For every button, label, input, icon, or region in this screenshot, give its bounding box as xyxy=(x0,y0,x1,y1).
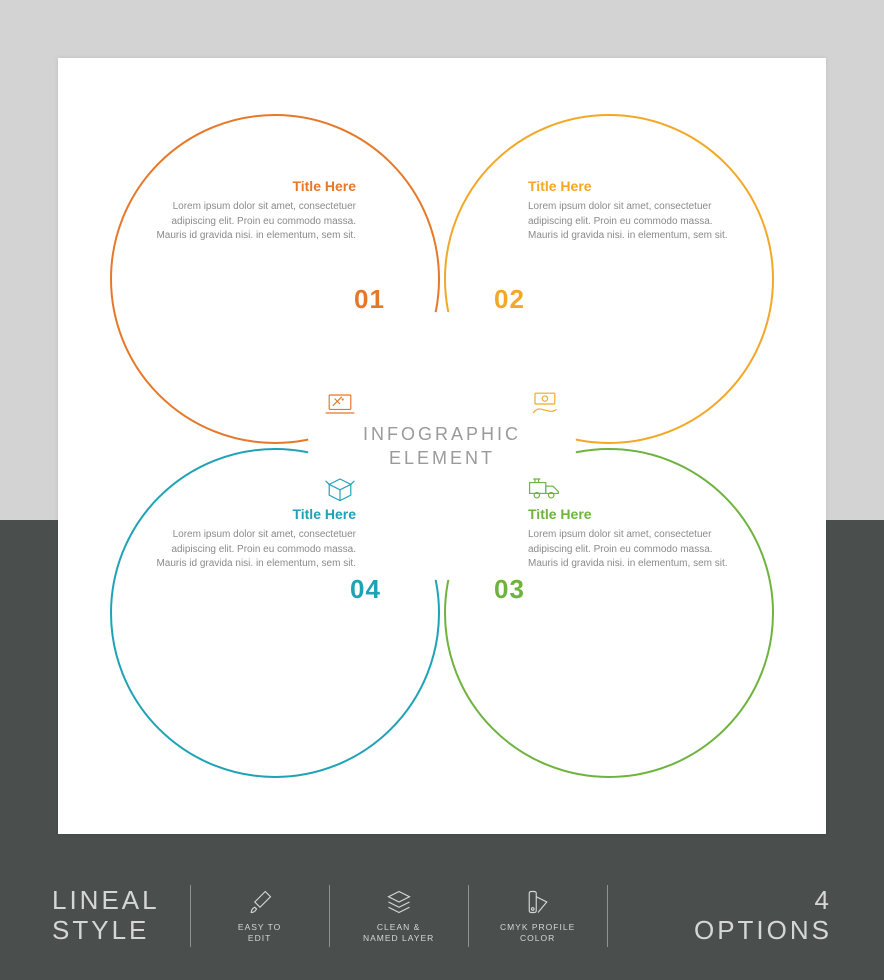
item-block-4: Title Here Lorem ipsum dolor sit amet, c… xyxy=(146,506,356,572)
footer-left: LINEAL STYLE xyxy=(52,886,160,946)
center-circle: INFOGRAPHIC ELEMENT xyxy=(357,361,527,531)
feature1-line1: EASY TO xyxy=(238,922,281,932)
footer-separator xyxy=(190,885,191,947)
item-body-4: Lorem ipsum dolor sit amet, consectetuer… xyxy=(146,528,356,572)
item-block-3: Title Here Lorem ipsum dolor sit amet, c… xyxy=(528,506,738,572)
center-line2: ELEMENT xyxy=(389,448,495,468)
item-number-2: 02 xyxy=(494,284,525,315)
infographic-card: INFOGRAPHIC ELEMENT Title Here Lorem ips… xyxy=(58,58,826,834)
money-hand-icon xyxy=(526,386,562,422)
laptop-tag-icon xyxy=(322,386,358,422)
item-number-3: 03 xyxy=(494,574,525,605)
feature1-line2: EDIT xyxy=(248,933,271,943)
item-body-2: Lorem ipsum dolor sit amet, consectetuer… xyxy=(528,200,738,244)
footer-feature-3: CMYK PROFILE COLOR xyxy=(499,888,577,944)
footer-separator xyxy=(329,885,330,947)
item-number-1: 01 xyxy=(354,284,385,315)
item-block-1: Title Here Lorem ipsum dolor sit amet, c… xyxy=(146,178,356,244)
infographic-stage: INFOGRAPHIC ELEMENT Title Here Lorem ips… xyxy=(102,106,782,786)
open-box-icon xyxy=(322,470,358,506)
brush-icon xyxy=(246,888,274,916)
swatch-icon xyxy=(524,888,552,916)
item-title-3: Title Here xyxy=(528,506,738,522)
item-title-2: Title Here xyxy=(528,178,738,194)
item-number-4: 04 xyxy=(350,574,381,605)
center-title: INFOGRAPHIC ELEMENT xyxy=(363,422,521,471)
footer-left-line1: LINEAL xyxy=(52,885,160,915)
feature2-line1: CLEAN & xyxy=(377,922,420,932)
item-title-4: Title Here xyxy=(146,506,356,522)
center-line1: INFOGRAPHIC xyxy=(363,424,521,444)
layers-icon xyxy=(385,888,413,916)
footer-left-line2: STYLE xyxy=(52,915,149,945)
item-title-1: Title Here xyxy=(146,178,356,194)
footer-bar: LINEAL STYLE EASY TO EDIT CLEAN & NAMED … xyxy=(0,852,884,980)
footer-feature-1: EASY TO EDIT xyxy=(221,888,299,944)
feature3-line2: COLOR xyxy=(520,933,555,943)
footer-separator xyxy=(607,885,608,947)
feature3-line1: CMYK PROFILE xyxy=(500,922,575,932)
footer-right: 4 OPTIONS xyxy=(694,886,832,946)
footer-separator xyxy=(468,885,469,947)
item-body-3: Lorem ipsum dolor sit amet, consectetuer… xyxy=(528,528,738,572)
delivery-truck-icon xyxy=(526,470,562,506)
feature2-line2: NAMED LAYER xyxy=(363,933,434,943)
item-body-1: Lorem ipsum dolor sit amet, consectetuer… xyxy=(146,200,356,244)
footer-right-line1: 4 xyxy=(815,885,832,915)
item-block-2: Title Here Lorem ipsum dolor sit amet, c… xyxy=(528,178,738,244)
footer-right-line2: OPTIONS xyxy=(694,915,832,945)
footer-feature-2: CLEAN & NAMED LAYER xyxy=(360,888,438,944)
